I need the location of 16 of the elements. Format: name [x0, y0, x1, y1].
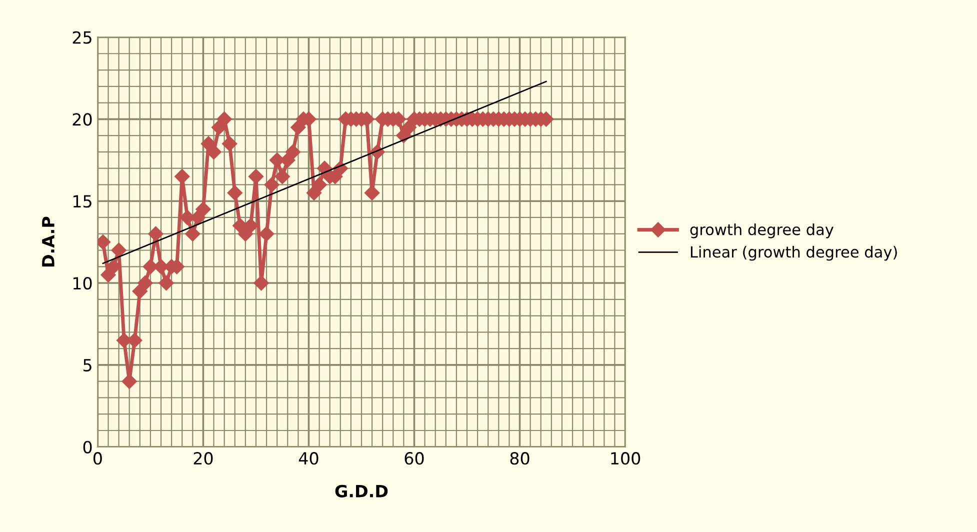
legend-label: Linear (growth degree day): [690, 246, 897, 261]
y-tick-label: 5: [84, 359, 92, 372]
x-tick-label: 0: [93, 452, 102, 465]
legend-label: growth degree day: [690, 223, 834, 238]
x-axis-title: G.D.D: [335, 484, 388, 498]
x-tick-label: 80: [510, 452, 530, 465]
x-tick-label: 100: [611, 452, 640, 465]
y-tick-label: 20: [72, 113, 92, 126]
x-tick-label: 20: [194, 452, 213, 465]
y-tick-label: 25: [72, 31, 92, 44]
y-axis-title: D.A.P: [42, 216, 54, 266]
y-tick-label: 10: [73, 276, 92, 290]
x-tick-label: 40: [298, 452, 318, 465]
x-tick-label: 60: [404, 452, 424, 465]
y-tick-label: 15: [73, 195, 92, 208]
y-tick-label: 0: [83, 440, 92, 454]
